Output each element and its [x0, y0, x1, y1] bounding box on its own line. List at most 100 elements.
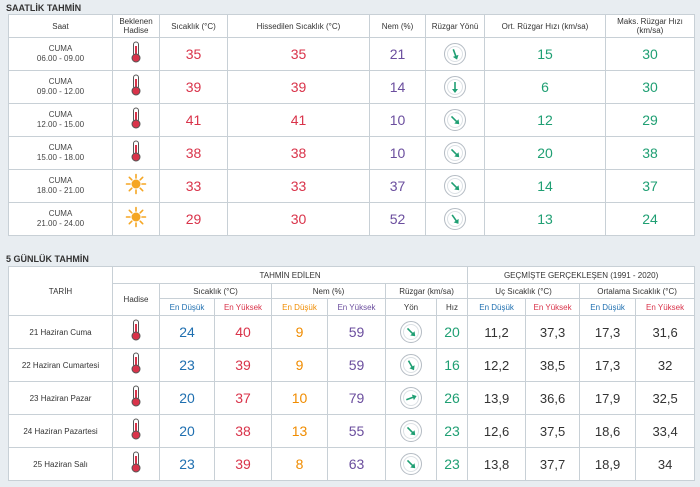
daily-row: 24 Haziran Pazartesi 20 38 13 55 23 12,6 37,5 18… — [8, 414, 696, 448]
hourly-time-cell: CUMA 09.00 - 12.00 — [8, 70, 113, 104]
hourly-title: SAATLİK TAHMİN — [6, 3, 82, 13]
daily-avg-min: 17,9 — [579, 381, 637, 415]
hourly-avg-wind: 15 — [484, 37, 606, 71]
daily-ext-max: 38,5 — [525, 348, 581, 382]
daily-avg-min: 18,9 — [579, 447, 637, 481]
hourly-time: 06.00 - 09.00 — [36, 54, 85, 63]
hourly-max-wind: 38 — [605, 136, 695, 170]
hourly-header-maks-ruzgar: Maks. Rüzgar Hızı (km/sa) — [605, 14, 695, 38]
hourly-feels: 39 — [227, 70, 370, 104]
hourly-wind-dir-cell — [425, 169, 485, 203]
hourly-avg-wind: 13 — [484, 202, 606, 236]
hourly-max-wind: 30 — [605, 70, 695, 104]
daily-date: 23 Haziran Pazar — [8, 381, 113, 415]
hourly-temp: 35 — [159, 37, 228, 71]
hourly-humidity: 37 — [369, 169, 426, 203]
hourly-temp: 41 — [159, 103, 228, 137]
hourly-max-wind: 30 — [605, 37, 695, 71]
wind-direction-icon — [444, 76, 466, 98]
daily-header-uc-sicaklik: Uç Sıcaklık (°C) — [467, 283, 581, 299]
hourly-row: CUMA 18.00 - 21.00 33 33 37 14 37 — [8, 169, 695, 203]
daily-temp-min: 23 — [159, 348, 215, 382]
daily-wind-speed: 23 — [435, 414, 469, 448]
thermometer-icon — [130, 385, 142, 412]
hourly-feels: 38 — [227, 136, 370, 170]
daily-wind-dir-cell — [385, 414, 437, 448]
thermometer-icon — [130, 140, 142, 167]
hourly-time-cell: CUMA 18.00 - 21.00 — [8, 169, 113, 203]
daily-sub-avg-max: En Yüksek — [635, 298, 696, 316]
daily-ext-max: 36,6 — [525, 381, 581, 415]
hourly-temp: 33 — [159, 169, 228, 203]
hourly-header-ort-ruzgar: Ort. Rüzgar Hızı (km/sa) — [484, 14, 606, 38]
hourly-event-cell — [112, 103, 160, 137]
hourly-day: CUMA — [48, 143, 73, 152]
daily-ext-max: 37,5 — [525, 414, 581, 448]
daily-avg-max: 32 — [635, 348, 696, 382]
daily-title: 5 GÜNLÜK TAHMİN — [6, 254, 89, 264]
hourly-feels: 33 — [227, 169, 370, 203]
hourly-header-hissedilen: Hissedilen Sıcaklık (°C) — [227, 14, 370, 38]
hourly-header-hadise-line1: Beklenen — [119, 17, 153, 26]
daily-wind-dir-cell — [385, 447, 437, 481]
daily-date: 21 Haziran Cuma — [8, 315, 113, 349]
daily-avg-min: 17,3 — [579, 315, 637, 349]
hourly-time-cell: CUMA 15.00 - 18.00 — [8, 136, 113, 170]
daily-sub-avg-min: En Düşük — [579, 298, 637, 316]
daily-header-tarih: TARİH — [8, 266, 113, 316]
daily-header-tahmin: TAHMİN EDİLEN — [111, 266, 469, 284]
daily-hum-min: 9 — [271, 348, 328, 382]
daily-ext-min: 13,9 — [467, 381, 527, 415]
hourly-avg-wind: 6 — [484, 70, 606, 104]
wind-direction-icon — [400, 453, 422, 475]
hourly-max-wind: 29 — [605, 103, 695, 137]
hourly-humidity: 10 — [369, 136, 426, 170]
hourly-event-cell — [112, 202, 160, 236]
daily-temp-max: 39 — [214, 348, 272, 382]
hourly-temp: 38 — [159, 136, 228, 170]
hourly-row: CUMA 12.00 - 15.00 41 41 10 12 29 — [8, 103, 695, 137]
daily-ext-min: 12,6 — [467, 414, 527, 448]
daily-wind-dir-cell — [385, 348, 437, 382]
daily-temp-max: 39 — [214, 447, 272, 481]
daily-header-hadise: Hadise — [112, 283, 160, 316]
daily-sub-hum-max: En Yüksek — [327, 298, 386, 316]
thermometer-icon — [130, 418, 142, 445]
hourly-temp: 39 — [159, 70, 228, 104]
hourly-row: CUMA 09.00 - 12.00 39 39 14 6 30 — [8, 70, 695, 104]
daily-date: 25 Haziran Salı — [8, 447, 113, 481]
daily-row: 22 Haziran Cumartesi 23 39 9 59 16 12,2 38,5 17,… — [8, 348, 696, 382]
hourly-avg-wind: 14 — [484, 169, 606, 203]
wind-direction-icon — [400, 420, 422, 442]
hourly-time: 21.00 - 24.00 — [36, 219, 85, 228]
hourly-time: 15.00 - 18.00 — [36, 153, 85, 162]
hourly-time: 18.00 - 21.00 — [36, 186, 85, 195]
daily-event-cell — [112, 414, 160, 448]
hourly-day: CUMA — [48, 44, 73, 53]
sun-icon — [125, 206, 147, 233]
daily-sub-ext-min: En Düşük — [467, 298, 527, 316]
thermometer-icon — [130, 352, 142, 379]
daily-avg-max: 34 — [635, 447, 696, 481]
daily-hum-min: 10 — [271, 381, 328, 415]
daily-sub-hiz: Hız — [435, 298, 469, 316]
hourly-time: 12.00 - 15.00 — [36, 120, 85, 129]
thermometer-icon — [130, 451, 142, 478]
daily-temp-min: 23 — [159, 447, 215, 481]
daily-avg-min: 18,6 — [579, 414, 637, 448]
daily-header-sicaklik: Sıcaklık (°C) — [159, 283, 272, 299]
daily-header-ruzgar: Rüzgar (km/sa) — [384, 283, 469, 299]
hourly-event-cell — [112, 37, 160, 71]
thermometer-icon — [130, 319, 142, 346]
daily-header-nem: Nem (%) — [271, 283, 386, 299]
daily-sub-hum-min: En Düşük — [271, 298, 328, 316]
daily-wind-speed: 23 — [435, 447, 469, 481]
daily-hum-max: 63 — [327, 447, 386, 481]
hourly-avg-wind: 20 — [484, 136, 606, 170]
daily-hum-min: 13 — [271, 414, 328, 448]
hourly-feels: 35 — [227, 37, 370, 71]
hourly-day: CUMA — [48, 209, 73, 218]
hourly-humidity: 14 — [369, 70, 426, 104]
hourly-feels: 30 — [227, 202, 370, 236]
hourly-header-saat: Saat — [8, 14, 113, 38]
